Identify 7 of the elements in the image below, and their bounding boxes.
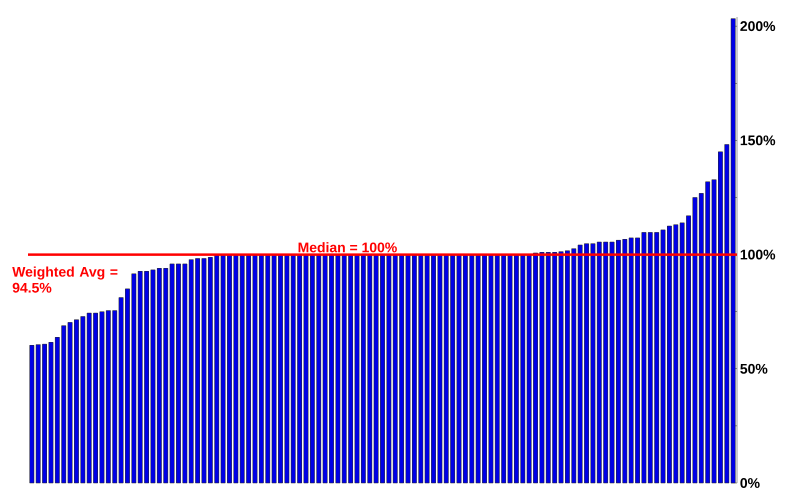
y-tick-label: 50% [740, 364, 768, 374]
y-tick-label: 100% [740, 250, 776, 260]
annotation: Weighted Avg = 94.5% [12, 266, 118, 293]
ref-line-label: Median = 100% [298, 242, 397, 252]
y-tick-label: 0% [740, 478, 760, 488]
y-tick-label: 200% [740, 21, 776, 32]
y-tick-label: 150% [740, 135, 776, 146]
